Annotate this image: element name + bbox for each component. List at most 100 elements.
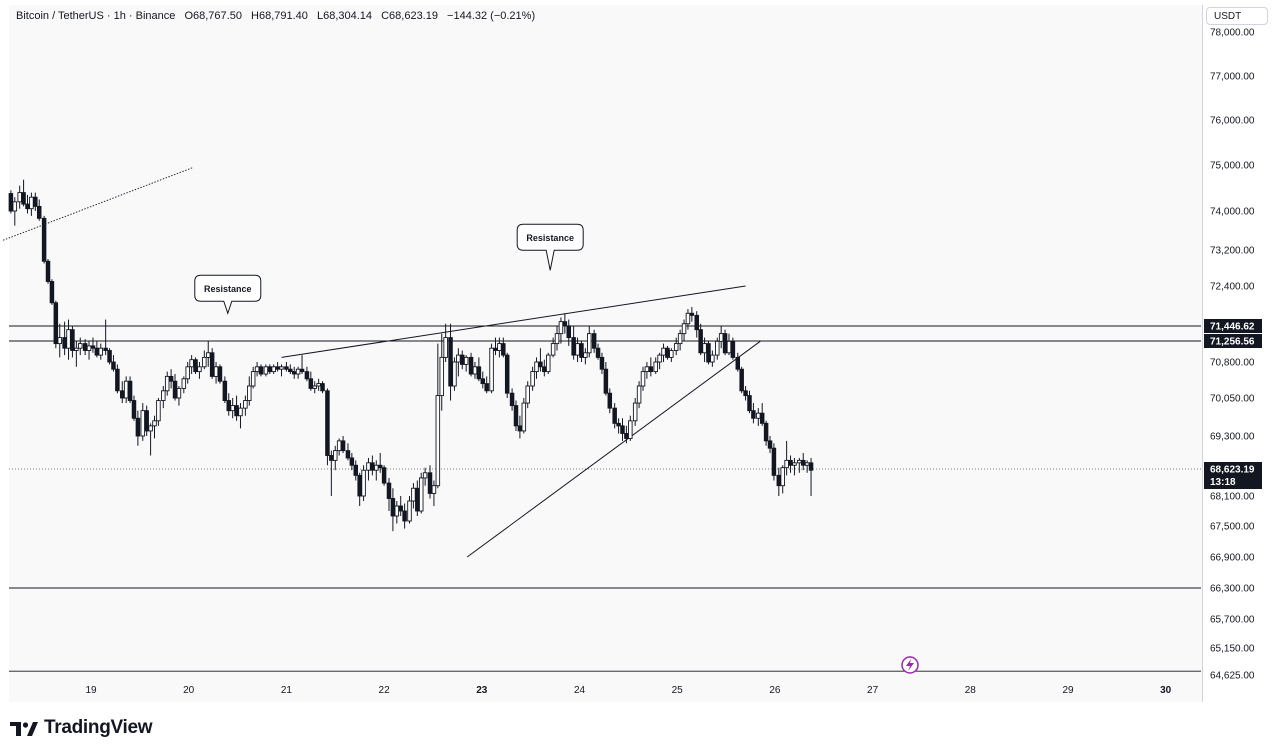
candle-body (648, 366, 654, 373)
candle (747, 390, 752, 414)
candle (168, 369, 174, 389)
candle-body (476, 366, 482, 380)
candle (370, 455, 375, 476)
candle-body (550, 343, 556, 356)
price-tick-label: 64,625.00 (1210, 671, 1255, 682)
price-tick-label: 66,900.00 (1210, 553, 1255, 564)
candle (41, 215, 47, 264)
candle (8, 190, 14, 214)
candle (209, 348, 215, 379)
legend-low: L68,304.14 (316, 10, 373, 22)
candle-body (284, 366, 289, 370)
currency-selector[interactable]: USDT (1206, 7, 1268, 25)
candle (176, 386, 182, 406)
candle (463, 355, 469, 372)
resistance-callout[interactable]: Resistance (516, 223, 584, 271)
candle (653, 357, 658, 374)
date-tick-label: 19 (85, 685, 97, 696)
candle-body (784, 459, 789, 469)
candle-body (599, 356, 605, 370)
candle (698, 323, 703, 356)
candle (591, 329, 597, 353)
candle (542, 359, 547, 377)
candle-body (304, 371, 310, 380)
symbol-legend[interactable]: Bitcoin / TetherUS · 1h · Binance O68,76… (16, 10, 541, 22)
date-tick-label: 30 (1160, 685, 1172, 696)
candle (115, 364, 120, 394)
candle-body (340, 440, 346, 452)
trend-line[interactable] (2, 166, 194, 241)
candle (418, 472, 424, 514)
candle (222, 376, 228, 404)
candle-body (715, 340, 720, 356)
candle-body (29, 196, 34, 210)
candle-body (698, 329, 703, 354)
candle-body (620, 425, 625, 434)
candle (715, 337, 720, 360)
candle (427, 465, 433, 499)
candle-body (238, 407, 243, 417)
candle (316, 378, 321, 391)
candle-body (185, 366, 190, 380)
tradingview-logo[interactable]: TradingView (10, 717, 153, 739)
candle-body (771, 447, 777, 476)
candle-body (628, 420, 633, 439)
symbol-title[interactable]: Bitcoin / TetherUS · 1h · Binance (16, 10, 176, 22)
candle (530, 366, 535, 391)
candle (743, 386, 748, 401)
candle (36, 199, 42, 221)
candle-body (418, 477, 424, 512)
date-tick-label: 20 (183, 685, 195, 696)
candle (366, 457, 371, 481)
candle (78, 337, 83, 356)
candle-body (722, 333, 728, 354)
candle-body (161, 390, 166, 401)
callout-label: Resistance (526, 233, 574, 243)
candle (792, 457, 797, 476)
candle-body (390, 498, 396, 517)
candle-body (534, 361, 539, 373)
lightning-icon[interactable] (901, 656, 919, 674)
candle (103, 319, 108, 356)
candle-body (661, 347, 666, 356)
candle-body (288, 368, 293, 373)
candle-body (370, 462, 375, 471)
candle-body (25, 203, 30, 210)
badge-label: 71,446.62 (1210, 322, 1255, 333)
trend-line[interactable] (281, 285, 746, 358)
candle-body (374, 464, 379, 471)
date-tick-label: 24 (574, 685, 586, 696)
candle-body (525, 385, 530, 404)
resistance-callout[interactable]: Resistance (194, 274, 262, 315)
candle-body (349, 457, 355, 466)
candle-body (689, 312, 695, 316)
candle-body (788, 459, 793, 466)
trend-line[interactable] (466, 340, 761, 558)
candle (513, 400, 519, 431)
candle-body (205, 352, 211, 358)
candle (62, 321, 67, 356)
candle-body (493, 347, 498, 351)
price-tick-label: 74,000.00 (1210, 207, 1255, 218)
candle-body (804, 462, 810, 466)
candle-body (230, 405, 235, 412)
candle (448, 323, 453, 401)
price-tick-label: 66,300.00 (1210, 584, 1255, 595)
candle (525, 381, 530, 409)
candle-body (517, 425, 523, 432)
candle-body (636, 385, 642, 404)
candle-body (74, 347, 79, 351)
candle (669, 348, 674, 362)
candle-body (756, 412, 761, 419)
candle-body (677, 333, 683, 345)
candle (694, 311, 699, 338)
candle-body (607, 392, 613, 409)
candle-body (571, 337, 576, 356)
candle (640, 366, 646, 391)
candle-body (612, 407, 617, 424)
candle (661, 343, 666, 362)
candle-body (460, 354, 465, 365)
candle (185, 362, 190, 384)
candle-body (115, 368, 120, 392)
